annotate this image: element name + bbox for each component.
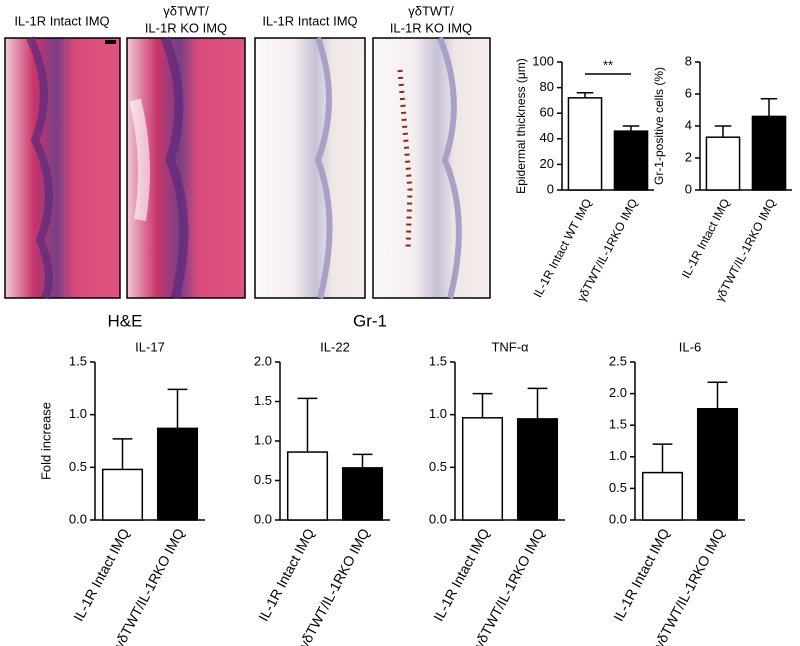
bar xyxy=(705,136,741,191)
y-tick-label: 0.5 xyxy=(429,459,447,474)
y-tick-label: 0 xyxy=(685,181,692,196)
bar xyxy=(341,467,384,521)
y-tick-label: 0.5 xyxy=(609,480,627,495)
bar xyxy=(567,97,603,191)
y-tick-label: 0.0 xyxy=(609,511,627,526)
y-tick-label: 60 xyxy=(540,105,554,120)
bar xyxy=(101,468,144,521)
y-tick-label: 2.5 xyxy=(609,353,627,368)
y-axis-label: Fold increase xyxy=(38,402,53,480)
bar xyxy=(461,417,504,521)
x-tick-label: IL-1R Intact IMQ xyxy=(70,526,132,624)
dermis xyxy=(129,98,150,221)
scale-bar xyxy=(105,40,116,44)
bar xyxy=(696,408,739,521)
y-tick-label: 0.0 xyxy=(254,511,272,526)
chart-title: TNF-α xyxy=(491,339,529,354)
y-tick-label: 1.5 xyxy=(254,393,272,408)
chart-title: IL-22 xyxy=(320,339,350,354)
chart-title: IL-17 xyxy=(135,339,165,354)
y-tick-label: 0.0 xyxy=(429,511,447,526)
y-axis-label: Gr-1-positive cells (%) xyxy=(652,67,666,185)
epidermis xyxy=(26,36,53,300)
epidermis xyxy=(314,36,333,299)
y-tick-label: 2.0 xyxy=(254,353,272,368)
y-tick-label: 1.0 xyxy=(69,406,87,421)
panel-label: γδTWT/ xyxy=(163,3,209,18)
y-tick-label: 100 xyxy=(532,53,554,68)
y-tick-label: 2 xyxy=(685,149,692,164)
y-tick-label: 1.0 xyxy=(429,406,447,421)
epidermis xyxy=(160,36,189,300)
y-tick-label: 0 xyxy=(547,181,554,196)
y-tick-label: 40 xyxy=(540,130,554,145)
y-tick-label: 4 xyxy=(685,117,692,132)
x-tick-label: IL-1R Intact IMQ xyxy=(430,526,492,624)
histology xyxy=(4,36,491,300)
y-tick-label: 8 xyxy=(685,53,692,68)
y-tick-label: 0.5 xyxy=(254,472,272,487)
y-tick-label: 1.0 xyxy=(254,432,272,447)
gr1-panel xyxy=(372,37,491,299)
y-tick-label: 1.5 xyxy=(69,353,87,368)
x-tick-label: IL-1R Intact IMQ xyxy=(610,526,672,624)
gr1-panel xyxy=(254,37,366,299)
y-tick-label: 6 xyxy=(685,85,692,100)
x-tick-label: IL-1R Intact IMQ xyxy=(679,196,733,280)
bar xyxy=(613,130,649,191)
y-tick-label: 2.0 xyxy=(609,385,627,400)
x-tick-label: IL-1R Intact IMQ xyxy=(255,526,317,624)
epidermis xyxy=(437,36,462,299)
he-panel xyxy=(4,37,121,299)
y-tick-label: 80 xyxy=(540,79,554,94)
y-tick-label: 0.5 xyxy=(69,459,87,474)
stain-label: Gr-1 xyxy=(353,311,387,330)
chart-title: IL-6 xyxy=(679,339,701,354)
annotation: ** xyxy=(603,57,613,72)
bar xyxy=(751,115,787,191)
stain-label: H&E xyxy=(108,311,143,330)
y-tick-label: 20 xyxy=(540,156,554,171)
panel-label: IL-1R KO IMQ xyxy=(390,20,472,35)
bar xyxy=(641,471,684,521)
panel-label: IL-1R Intact IMQ xyxy=(14,13,109,28)
bar xyxy=(516,418,559,521)
panel-label: γδTWT/ xyxy=(408,3,454,18)
y-axis-label: Epidermal thickness (μm) xyxy=(514,58,528,194)
y-tick-label: 0.0 xyxy=(69,511,87,526)
y-tick-label: 1.5 xyxy=(429,353,447,368)
bar xyxy=(156,427,199,521)
panel-label: IL-1R KO IMQ xyxy=(145,20,227,35)
bar xyxy=(286,451,329,521)
y-tick-label: 1.0 xyxy=(609,448,627,463)
y-tick-label: 1.5 xyxy=(609,417,627,432)
panel-label: IL-1R Intact IMQ xyxy=(262,13,357,28)
